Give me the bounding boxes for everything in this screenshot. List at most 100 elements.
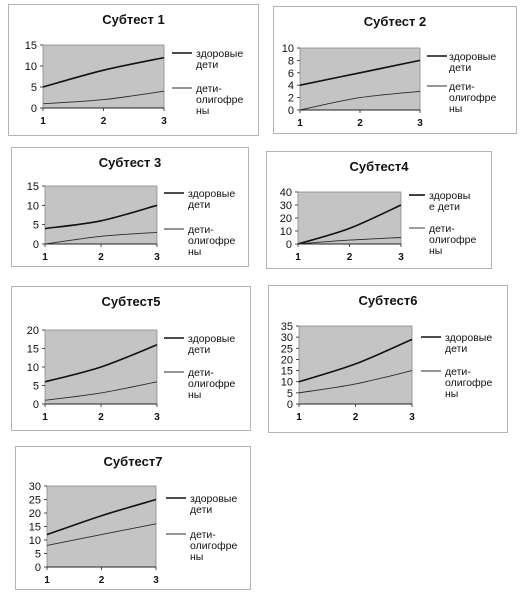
series-line-2 [297,237,402,245]
x-tick-label: 2 [99,575,105,586]
legend-label-1: здоровые дети [188,188,235,211]
chart-subtest-7: Субтест7 0 5 10 15 20 25 30 1 2 3 здоровые дети дети… [15,446,251,590]
x-tick-label: 2 [98,412,104,423]
y-tick-label: 15 [281,366,293,378]
y-tick-label: 40 [280,187,292,199]
y-tick-label: 10 [280,226,292,238]
x-tick-label: 3 [153,575,159,586]
y-tick-label: 5 [31,82,37,94]
y-tick-label: 0 [286,239,292,251]
chart-subtest-2: Субтест 2 0 2 4 6 8 10 1 2 3 здоровые дети дети-оли… [273,6,517,134]
legend-label-2: дети-олигофре ны [429,223,477,257]
y-tick-label: 10 [282,43,294,55]
chart-plot: 0 5 10 15 1 2 3 здоровые дети дети-олигофре ны [25,40,244,127]
x-tick-label: 1 [42,412,48,423]
y-tick-label: 15 [27,344,39,356]
x-tick-label: 3 [398,252,404,263]
y-tick-label: 5 [287,388,293,400]
y-tick-label: 15 [25,40,37,52]
y-tick-label: 4 [288,80,294,92]
y-tick-label: 25 [29,495,41,507]
chart-title: Субтест4 [349,159,409,174]
chart-title: Субтест 2 [363,14,427,29]
series-line-2 [298,370,413,394]
legend-label-1: здоровые дети [449,51,496,74]
y-tick-label: 0 [31,103,37,115]
y-tick-label: 0 [288,105,294,117]
x-tick-label: 2 [98,252,104,263]
chart-plot: 0 5 10 15 20 1 2 3 здоровые дети дети-олигофре ны [27,325,236,423]
y-tick-label: 6 [288,68,294,80]
plot-area [297,191,402,245]
chart-title: Субтест6 [358,293,418,308]
y-tick-label: 0 [35,562,41,574]
y-tick-label: 15 [27,181,39,193]
series-line-1 [44,344,158,383]
y-tick-label: 30 [280,200,292,212]
x-tick-label: 1 [296,412,302,423]
plot-area [42,44,165,109]
y-tick-label: 2 [288,93,294,105]
series-line-1 [46,498,157,536]
series-line-2 [44,381,158,401]
series-line-2 [46,523,157,546]
x-tick-label: 3 [409,412,415,423]
series-line-2 [299,90,421,111]
y-tick-label: 10 [27,362,39,374]
legend-label-2: дети-олигофре ны [196,83,244,117]
x-tick-label: 2 [347,252,353,263]
x-tick-label: 2 [357,118,363,129]
chart-plot: 0 5 10 15 1 2 3 здоровые дети дети-олигофре ны [27,181,236,263]
y-tick-label: 0 [287,399,293,411]
chart-subtest-6: Субтест6 0 5 10 15 20 25 30 35 1 2 3 здоровые дети де… [268,285,508,433]
x-tick-label: 3 [154,252,160,263]
plot-area [298,325,413,405]
y-tick-label: 5 [33,381,39,393]
y-tick-label: 20 [280,213,292,225]
y-tick-label: 10 [281,377,293,389]
x-tick-label: 1 [40,116,46,127]
x-tick-label: 1 [42,252,48,263]
y-tick-label: 20 [281,354,293,366]
x-tick-label: 3 [417,118,423,129]
y-tick-label: 20 [29,508,41,520]
legend-label-1: здоровые дети [445,332,492,355]
chart-title: Субтест7 [103,454,163,469]
y-tick-label: 10 [27,200,39,212]
y-tick-label: 0 [33,239,39,251]
legend-label-1: здоровые дети [188,333,235,356]
y-tick-label: 8 [288,55,294,67]
y-tick-label: 30 [29,481,41,493]
plot-area [46,485,157,568]
y-tick-label: 5 [33,220,39,232]
x-tick-label: 3 [154,412,160,423]
series-line-1 [299,59,421,86]
series-line-1 [42,56,165,88]
series-line-2 [44,231,158,245]
legend-label-2: дети-олигофре ны [449,81,497,115]
chart-title: Субтест 3 [98,155,162,170]
plot-area [44,185,158,245]
legend-label-2: дети-олигофре ны [188,367,236,401]
x-tick-label: 1 [295,252,301,263]
legend-label-1: здоровы е дети [429,190,470,213]
x-tick-label: 1 [44,575,50,586]
series-line-1 [298,338,413,383]
y-tick-label: 10 [29,535,41,547]
y-tick-label: 30 [281,332,293,344]
legend-label-2: дети-олигофре ны [190,529,238,563]
y-tick-label: 35 [281,321,293,333]
legend-label-2: дети-олигофре ны [445,366,493,400]
series-line-1 [44,204,158,230]
series-line-1 [297,204,402,245]
x-tick-label: 1 [297,118,303,129]
chart-subtest-4: Субтест4 0 10 20 30 40 1 2 3 здоровы е дети дети-о… [266,151,492,269]
legend-label-2: дети-олигофре ны [188,224,236,258]
y-tick-label: 0 [33,399,39,411]
y-tick-label: 25 [281,343,293,355]
y-tick-label: 10 [25,61,37,73]
